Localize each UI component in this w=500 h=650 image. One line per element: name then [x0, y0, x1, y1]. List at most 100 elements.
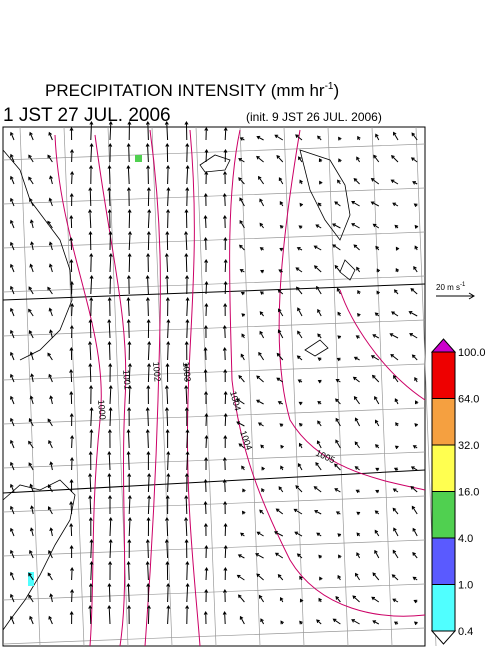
wind-arrow [223, 171, 227, 185]
wind-arrow [127, 341, 132, 361]
wind-arrow [412, 181, 418, 185]
wind-arrow [256, 375, 264, 383]
wind-arrow [185, 187, 190, 207]
wind-arrow [334, 201, 341, 207]
wind-arrow [337, 574, 341, 581]
wind-arrow [352, 595, 360, 603]
wind-arrow [338, 158, 342, 163]
wind-arrow [239, 244, 245, 251]
wind-arrow [9, 241, 15, 251]
wind-arrow [166, 341, 171, 361]
wind-arrow [296, 355, 303, 361]
wind-arrow [29, 131, 34, 141]
wind-arrow [376, 290, 380, 295]
wind-arrow [274, 552, 284, 559]
wind-arrow [126, 561, 131, 581]
wind-arrow [317, 202, 322, 207]
wind-arrow [278, 308, 284, 317]
wind-arrow [29, 219, 34, 229]
wind-arrow [392, 202, 399, 207]
wind-arrow [335, 439, 341, 449]
wind-arrow [69, 281, 74, 295]
wind-arrow [145, 121, 150, 141]
wind-arrow [147, 495, 152, 515]
wind-arrow [108, 407, 113, 427]
wind-arrow [237, 594, 245, 603]
wind-arrow [165, 429, 170, 449]
grid-line [239, 126, 261, 647]
wind-arrow [223, 435, 228, 449]
grid-line [2, 539, 426, 557]
wind-arrow [145, 561, 150, 581]
wind-arrow [165, 495, 170, 515]
wind-arrow [88, 495, 93, 515]
wind-arrow [9, 483, 15, 493]
wind-arrow [412, 527, 418, 537]
wind-arrow [185, 429, 190, 449]
wind-arrow [277, 289, 284, 295]
wind-arrow [414, 224, 419, 229]
wind-arrow [279, 224, 284, 229]
wind-arrow [238, 443, 245, 449]
wind-arrow [295, 267, 303, 273]
isobar [339, 289, 426, 401]
wind-arrow [166, 583, 171, 603]
wind-arrow [223, 391, 228, 405]
wind-arrow [261, 466, 265, 471]
wind-arrow [164, 539, 169, 559]
wind-arrow [375, 133, 380, 141]
wind-arrow [127, 385, 132, 405]
isobar-label: 1003 [181, 361, 193, 382]
wind-arrow [317, 379, 322, 384]
wind-arrow [257, 422, 264, 427]
wind-arrow [319, 180, 323, 185]
grid-line [195, 126, 217, 647]
wind-arrow [30, 505, 34, 515]
wind-arrow [9, 615, 15, 625]
wind-arrow [317, 308, 322, 317]
wind-arrow [370, 178, 380, 185]
map-area: 1000 1001 1002 1003 1004 1004 1005 [2, 121, 437, 647]
wind-arrow [395, 246, 400, 251]
wind-arrow [275, 508, 284, 515]
wind-arrow [352, 376, 360, 383]
wind-arrow [146, 187, 151, 207]
wind-arrow [184, 539, 189, 559]
wind-arrow [203, 237, 208, 251]
wind-arrow [28, 286, 34, 295]
wind-arrow [241, 313, 246, 317]
scale-label: 20 m s-1 [436, 282, 466, 292]
wind-arrow [374, 395, 380, 405]
wind-arrow [279, 423, 284, 427]
wind-arrow [69, 193, 74, 207]
wind-arrow [204, 303, 209, 317]
wind-arrow [256, 135, 264, 141]
wind-arrow [390, 179, 399, 185]
wind-arrow [69, 259, 74, 273]
wind-arrow [69, 325, 74, 339]
wind-arrow [28, 462, 34, 471]
wind-arrow [184, 253, 189, 273]
wind-arrow [29, 549, 34, 559]
wind-arrow [256, 399, 264, 405]
wind-arrow [126, 429, 131, 449]
wind-arrow [204, 413, 209, 427]
wind-arrow [107, 319, 112, 339]
wind-arrow [70, 567, 74, 581]
wind-arrow [126, 275, 131, 295]
wind-arrow [375, 489, 380, 494]
wind-arrow [355, 572, 361, 581]
wind-arrow [296, 553, 303, 559]
wind-arrow [299, 575, 303, 581]
colorbar-segment [431, 537, 456, 585]
wind-arrow [203, 215, 208, 229]
wind-arrow [414, 377, 418, 383]
wind-arrow [145, 143, 150, 163]
wind-arrow [394, 398, 399, 405]
wind-arrow [9, 351, 15, 361]
wind-arrow [241, 333, 245, 339]
wind-arrow [261, 488, 265, 493]
wind-arrow [127, 495, 132, 515]
wind-arrow [295, 286, 303, 295]
wind-arrow [297, 330, 303, 339]
